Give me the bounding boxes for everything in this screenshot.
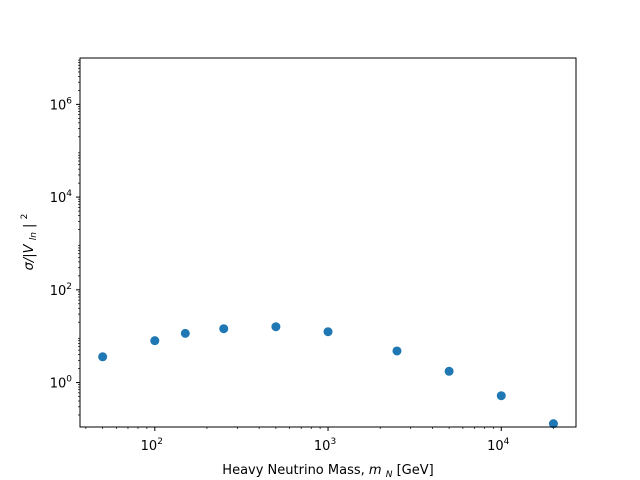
data-point-1	[150, 336, 160, 346]
data-point-6	[392, 346, 402, 356]
plot-frame	[79, 57, 577, 428]
x-tick-label-1: 103	[314, 437, 336, 454]
y-axis-label-end: |	[22, 224, 37, 228]
y-tick-label-1: 102	[50, 282, 72, 299]
y-tick-label-3: 106	[50, 96, 73, 113]
data-point-9	[548, 419, 558, 429]
data-point-2	[180, 328, 190, 338]
y-tick-label-2: 104	[50, 189, 73, 206]
y-axis-label-sup: 2	[20, 214, 30, 220]
axis-ticks: 102 103 104 100 102 104 106	[50, 59, 554, 454]
x-axis-label-math-sub: N	[386, 470, 393, 480]
data-point-0	[98, 352, 108, 362]
y-axis-label-sub: ln	[29, 232, 39, 241]
x-axis-label-text: Heavy Neutrino Mass,	[222, 463, 364, 478]
y-tick-label-0: 100	[50, 375, 73, 392]
x-tick-label-0: 102	[141, 437, 163, 454]
x-axis-label-unit: [GeV]	[397, 463, 434, 478]
data-point-4	[271, 322, 281, 332]
data-points	[98, 322, 558, 429]
x-axis-label-math: m	[369, 463, 382, 478]
plot-background	[80, 58, 576, 427]
data-point-3	[219, 324, 229, 334]
x-axis-label: Heavy Neutrino Mass, m N [GeV]	[222, 463, 433, 480]
y-axis-label: σ/|V ln | 2	[20, 214, 39, 271]
x-tick-label-2: 104	[487, 437, 510, 454]
y-axis-label-text: σ/|V	[22, 243, 37, 270]
data-point-8	[496, 391, 506, 401]
data-point-7	[444, 366, 454, 376]
data-point-5	[323, 327, 333, 337]
